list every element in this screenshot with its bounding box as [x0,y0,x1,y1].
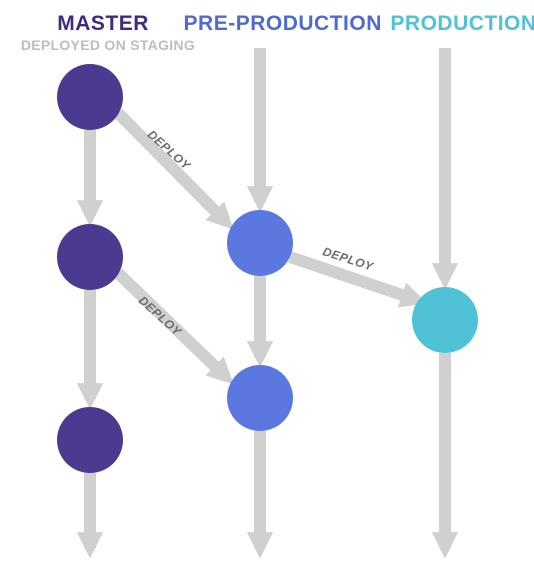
commit-node [57,224,123,290]
commit-node [412,287,478,353]
flow-arrow [118,113,226,222]
pipeline-diagram [0,0,534,566]
commit-node [57,64,123,130]
col-master-label: MASTER [57,12,149,36]
commit-node [227,210,293,276]
col-preprod-label: PRE-PRODUCTION [184,12,382,36]
col-prod-label: PRODUCTION [390,12,534,36]
staging-sublabel: DEPLOYED ON STAGING [21,37,195,53]
commit-node [57,407,123,473]
commit-node [227,365,293,431]
